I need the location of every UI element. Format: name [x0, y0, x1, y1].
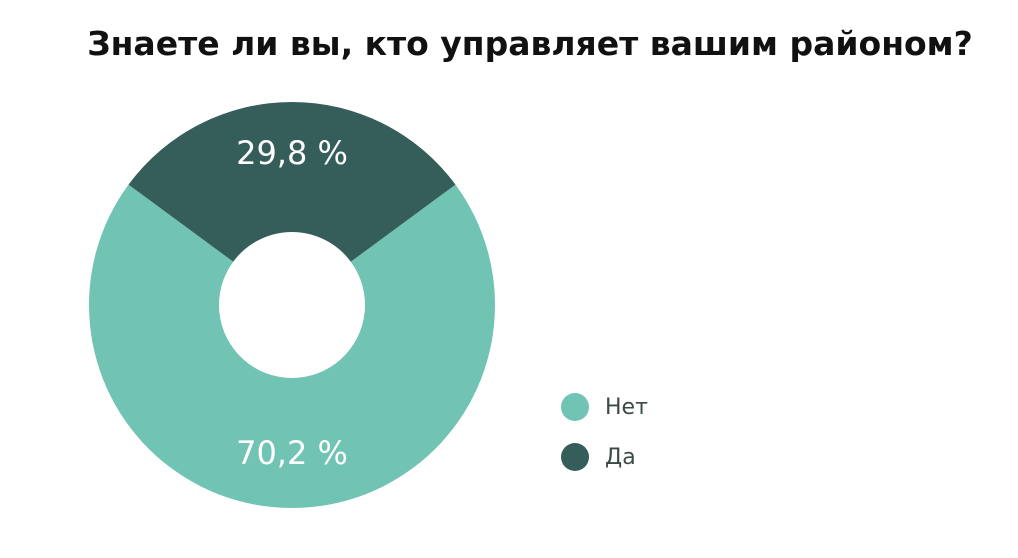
slice-label-da: 29,8 % — [236, 134, 348, 172]
legend-item-da: Да — [561, 440, 648, 474]
slice-da — [128, 102, 456, 262]
donut-slices — [89, 102, 496, 508]
slice-net — [89, 184, 496, 508]
slice-labels: 70,2 % 29,8 % — [236, 134, 348, 472]
legend-label-da: Да — [605, 444, 636, 470]
legend: Нет Да — [561, 390, 648, 490]
legend-label-net: Нет — [605, 394, 648, 420]
legend-swatch-net — [561, 393, 589, 421]
legend-item-net: Нет — [561, 390, 648, 424]
slice-label-net: 70,2 % — [236, 434, 348, 472]
legend-swatch-da — [561, 443, 589, 471]
chart-title: Знаете ли вы, кто управляет вашим районо… — [87, 24, 973, 63]
